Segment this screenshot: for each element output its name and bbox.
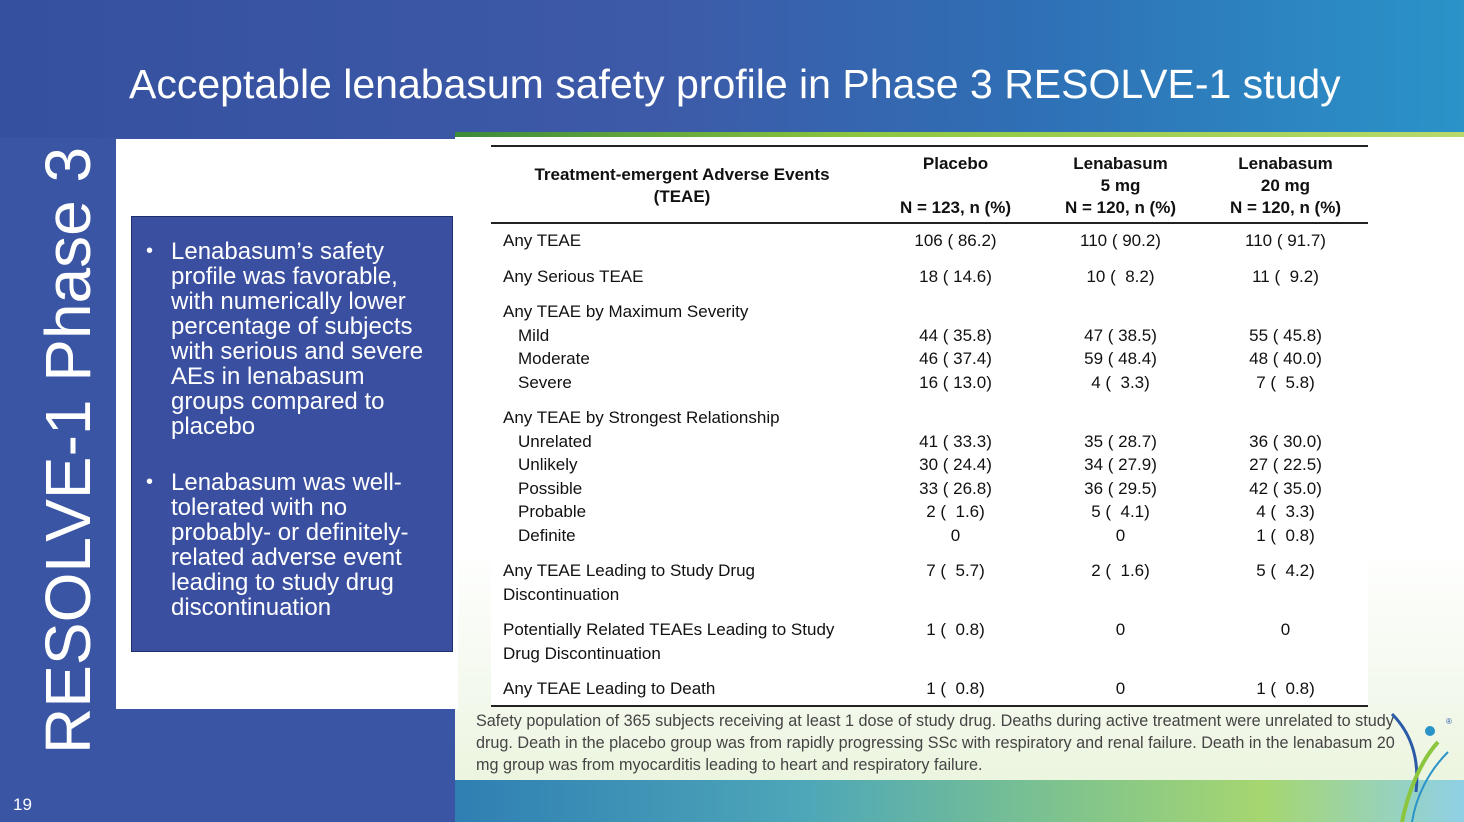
- table-row: Any Serious TEAE 18 ( 14.6) 10 ( 8.2) 11…: [491, 253, 1368, 289]
- row-label: Any TEAE Leading to Death: [503, 679, 716, 698]
- table-row: Any TEAE Leading to Death 1 ( 0.8) 0 1 (…: [491, 665, 1368, 706]
- cell-lenabasum-20mg: 1 ( 0.8): [1256, 679, 1315, 698]
- table-row: Unrelated 41 ( 33.3) 35 ( 28.7) 36 ( 30.…: [491, 430, 1368, 454]
- cell-lenabasum-20mg: 4 ( 3.3): [1256, 502, 1315, 521]
- slide-title: Acceptable lenabasum safety profile in P…: [129, 61, 1341, 107]
- row-label: Any Serious TEAE: [503, 266, 644, 286]
- bullet-text: Lenabasum’s safety profile was favorable…: [171, 238, 424, 440]
- safety-table: Treatment-emergent Adverse Events (TEAE)…: [491, 145, 1368, 707]
- table-row: Severe 16 ( 13.0) 4 ( 3.3) 7 ( 5.8): [491, 371, 1368, 395]
- cell-placebo: 7 ( 5.7): [926, 561, 985, 580]
- cell-placebo: 30 ( 24.4): [919, 455, 992, 474]
- cell-lenabasum-5mg: 34 ( 27.9): [1084, 455, 1157, 474]
- header-teae: Treatment-emergent Adverse Events (TEAE): [491, 146, 873, 224]
- header-placebo: Placebo N = 123, n (%): [873, 146, 1038, 224]
- header-accent-line: [455, 132, 1464, 137]
- table-row: Mild 44 ( 35.8) 47 ( 38.5) 55 ( 45.8): [491, 324, 1368, 348]
- cell-lenabasum-5mg: 2 ( 1.6): [1091, 561, 1150, 580]
- cell-placebo: [873, 288, 1038, 324]
- cell-placebo: 18 ( 14.6): [919, 266, 992, 286]
- footer-band: [455, 780, 1464, 822]
- cell-lenabasum-5mg: 10 ( 8.2): [1086, 266, 1155, 286]
- cell-lenabasum-20mg: [1203, 288, 1368, 324]
- header-band: [0, 0, 1464, 138]
- cell-placebo: 46 ( 37.4): [919, 349, 992, 368]
- cell-lenabasum-20mg: 7 ( 5.8): [1256, 372, 1315, 392]
- table-row: Any TEAE by Maximum Severity: [491, 288, 1368, 324]
- table-row: Any TEAE Leading to Study Drug Discontin…: [491, 547, 1368, 606]
- bullet-text: Lenabasum was well-tolerated with no pro…: [171, 469, 409, 621]
- table-row: Moderate 46 ( 37.4) 59 ( 48.4) 48 ( 40.0…: [491, 347, 1368, 371]
- cell-lenabasum-5mg: 4 ( 3.3): [1091, 372, 1150, 392]
- row-label: Any TEAE by Strongest Relationship: [503, 408, 780, 427]
- cell-lenabasum-5mg: 0: [1115, 525, 1126, 545]
- cell-lenabasum-20mg: [1203, 394, 1368, 430]
- cell-lenabasum-5mg: [1038, 394, 1203, 430]
- safety-table-container: Treatment-emergent Adverse Events (TEAE)…: [491, 145, 1368, 707]
- cell-lenabasum-5mg: 110 ( 90.2): [1080, 231, 1161, 250]
- cell-lenabasum-20mg: 27 ( 22.5): [1249, 455, 1322, 474]
- cell-placebo: 16 ( 13.0): [919, 372, 992, 392]
- cell-placebo: 2 ( 1.6): [926, 502, 985, 521]
- cell-lenabasum-20mg: 0: [1280, 620, 1291, 639]
- row-label: Possible: [518, 478, 583, 498]
- cell-placebo: [873, 394, 1038, 430]
- row-label: Any TEAE by Maximum Severity: [503, 302, 749, 321]
- cell-lenabasum-5mg: 0: [1115, 620, 1126, 639]
- cell-placebo: 33 ( 26.8): [919, 478, 992, 498]
- row-label: Severe: [518, 372, 572, 392]
- cell-placebo: 0: [950, 525, 961, 545]
- bullet-icon: •: [146, 240, 154, 262]
- page-number: 19: [13, 795, 32, 814]
- cell-placebo: 1 ( 0.8): [926, 679, 985, 698]
- cell-lenabasum-20mg: 55 ( 45.8): [1249, 325, 1322, 345]
- table-row: Probable 2 ( 1.6) 5 ( 4.1) 4 ( 3.3): [491, 500, 1368, 524]
- company-logo-swoosh-icon: ®: [1390, 712, 1452, 822]
- cell-lenabasum-20mg: 36 ( 30.0): [1249, 431, 1322, 451]
- row-label: Any TEAE: [503, 231, 582, 250]
- cell-lenabasum-5mg: 59 ( 48.4): [1084, 349, 1157, 368]
- cell-lenabasum-5mg: 36 ( 29.5): [1084, 478, 1157, 498]
- cell-lenabasum-20mg: 1 ( 0.8): [1256, 525, 1315, 545]
- cell-lenabasum-20mg: 42 ( 35.0): [1249, 478, 1322, 498]
- bullet-list: • Lenabasum’s safety profile was favorab…: [132, 217, 452, 620]
- row-label: Unlikely: [518, 455, 578, 474]
- trademark-symbol: ®: [1446, 717, 1452, 726]
- cell-placebo: 44 ( 35.8): [919, 325, 992, 345]
- cell-placebo: 1 ( 0.8): [926, 620, 985, 639]
- row-label: Potentially Related TEAEs Leading to Stu…: [503, 620, 835, 663]
- table-header-row: Treatment-emergent Adverse Events (TEAE)…: [491, 146, 1368, 224]
- bullet-icon: •: [146, 471, 154, 493]
- header-lenabasum-5mg: Lenabasum 5 mg N = 120, n (%): [1038, 146, 1203, 224]
- table-footnote: Safety population of 365 subjects receiv…: [476, 712, 1395, 774]
- key-points-box: • Lenabasum’s safety profile was favorab…: [131, 216, 453, 652]
- cell-lenabasum-5mg: 0: [1115, 679, 1126, 698]
- cell-lenabasum-5mg: [1038, 288, 1203, 324]
- row-label: Probable: [518, 502, 587, 521]
- row-label: Any TEAE Leading to Study Drug Discontin…: [503, 561, 756, 604]
- side-section-label: RESOLVE-1 Phase 3: [32, 146, 104, 754]
- row-label: Moderate: [518, 349, 590, 368]
- table-row: Definite 0 0 1 ( 0.8): [491, 524, 1368, 548]
- cell-lenabasum-5mg: 5 ( 4.1): [1091, 502, 1150, 521]
- bullet-item: • Lenabasum’s safety profile was favorab…: [146, 239, 442, 439]
- table-row: Potentially Related TEAEs Leading to Stu…: [491, 606, 1368, 665]
- row-label: Mild: [518, 325, 550, 345]
- table-row: Unlikely 30 ( 24.4) 34 ( 27.9) 27 ( 22.5…: [491, 453, 1368, 477]
- cell-lenabasum-5mg: 47 ( 38.5): [1084, 325, 1157, 345]
- table-row: Possible 33 ( 26.8) 36 ( 29.5) 42 ( 35.0…: [491, 477, 1368, 501]
- cell-lenabasum-5mg: 35 ( 28.7): [1084, 431, 1157, 451]
- cell-placebo: 106 ( 86.2): [914, 231, 997, 250]
- cell-placebo: 41 ( 33.3): [919, 431, 992, 451]
- table-row: Any TEAE 106 ( 86.2) 110 ( 90.2) 110 ( 9…: [491, 223, 1368, 253]
- bullet-item: • Lenabasum was well-tolerated with no p…: [146, 470, 442, 620]
- cell-lenabasum-20mg: 48 ( 40.0): [1249, 349, 1322, 368]
- table-row: Any TEAE by Strongest Relationship: [491, 394, 1368, 430]
- header-lenabasum-20mg: Lenabasum 20 mg N = 120, n (%): [1203, 146, 1368, 224]
- cell-lenabasum-20mg: 110 ( 91.7): [1245, 231, 1326, 250]
- row-label: Definite: [518, 525, 576, 545]
- cell-lenabasum-20mg: 5 ( 4.2): [1256, 561, 1315, 580]
- cell-lenabasum-20mg: 11 ( 9.2): [1252, 266, 1319, 286]
- row-label: Unrelated: [518, 431, 592, 451]
